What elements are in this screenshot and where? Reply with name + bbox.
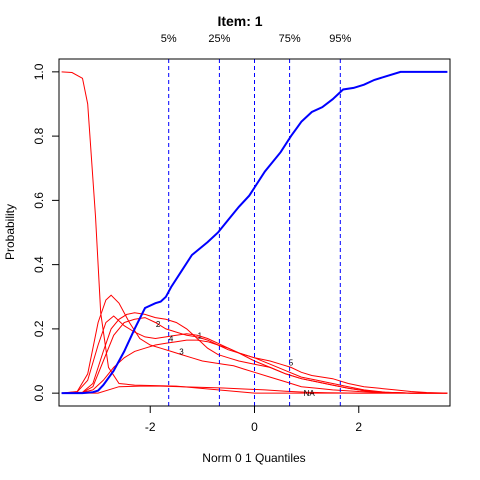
expected-score-curve: [61, 70, 448, 395]
quantile-label-95pct: 95%: [329, 33, 351, 45]
y-tick-label: 0.4: [32, 256, 46, 273]
y-tick-label: 1.0: [32, 63, 46, 80]
y-tick-label: 0.2: [32, 320, 46, 337]
y-axis-label: Probability: [3, 204, 17, 260]
y-tick-label: 0.6: [32, 192, 46, 209]
option-curve-4: [61, 315, 448, 394]
x-tick-label: -2: [145, 420, 156, 434]
quantile-label-25pct: 25%: [208, 33, 230, 45]
x-tick-label: 2: [355, 420, 362, 434]
quantile-label-75pct: 75%: [279, 33, 301, 45]
chart-title: Item: 1: [217, 13, 262, 29]
option-label-5: 5: [289, 359, 294, 368]
option-curve-1: [61, 317, 448, 394]
y-tick-label: 0.0: [32, 384, 46, 401]
x-axis-label: Norm 0 1 Quantiles: [202, 451, 305, 465]
option-curve-top: [61, 71, 448, 394]
axes-layer: 5% 25% 75% 95% -2 0 2 0.0 0.2 0.4 0.6 0.8 1.0: [32, 33, 362, 434]
option-label-na: NA: [304, 389, 316, 398]
option-label-3: 3: [179, 347, 184, 356]
option-curve-5: [61, 339, 448, 394]
option-curve-na: [61, 385, 448, 394]
x-tick-label: 0: [251, 420, 258, 434]
quantile-label-5pct: 5%: [161, 33, 177, 45]
option-label-2: 2: [156, 320, 161, 329]
option-label-4: 4: [169, 335, 174, 344]
y-tick-label: 0.8: [32, 127, 46, 144]
option-curve-3: [61, 294, 448, 394]
